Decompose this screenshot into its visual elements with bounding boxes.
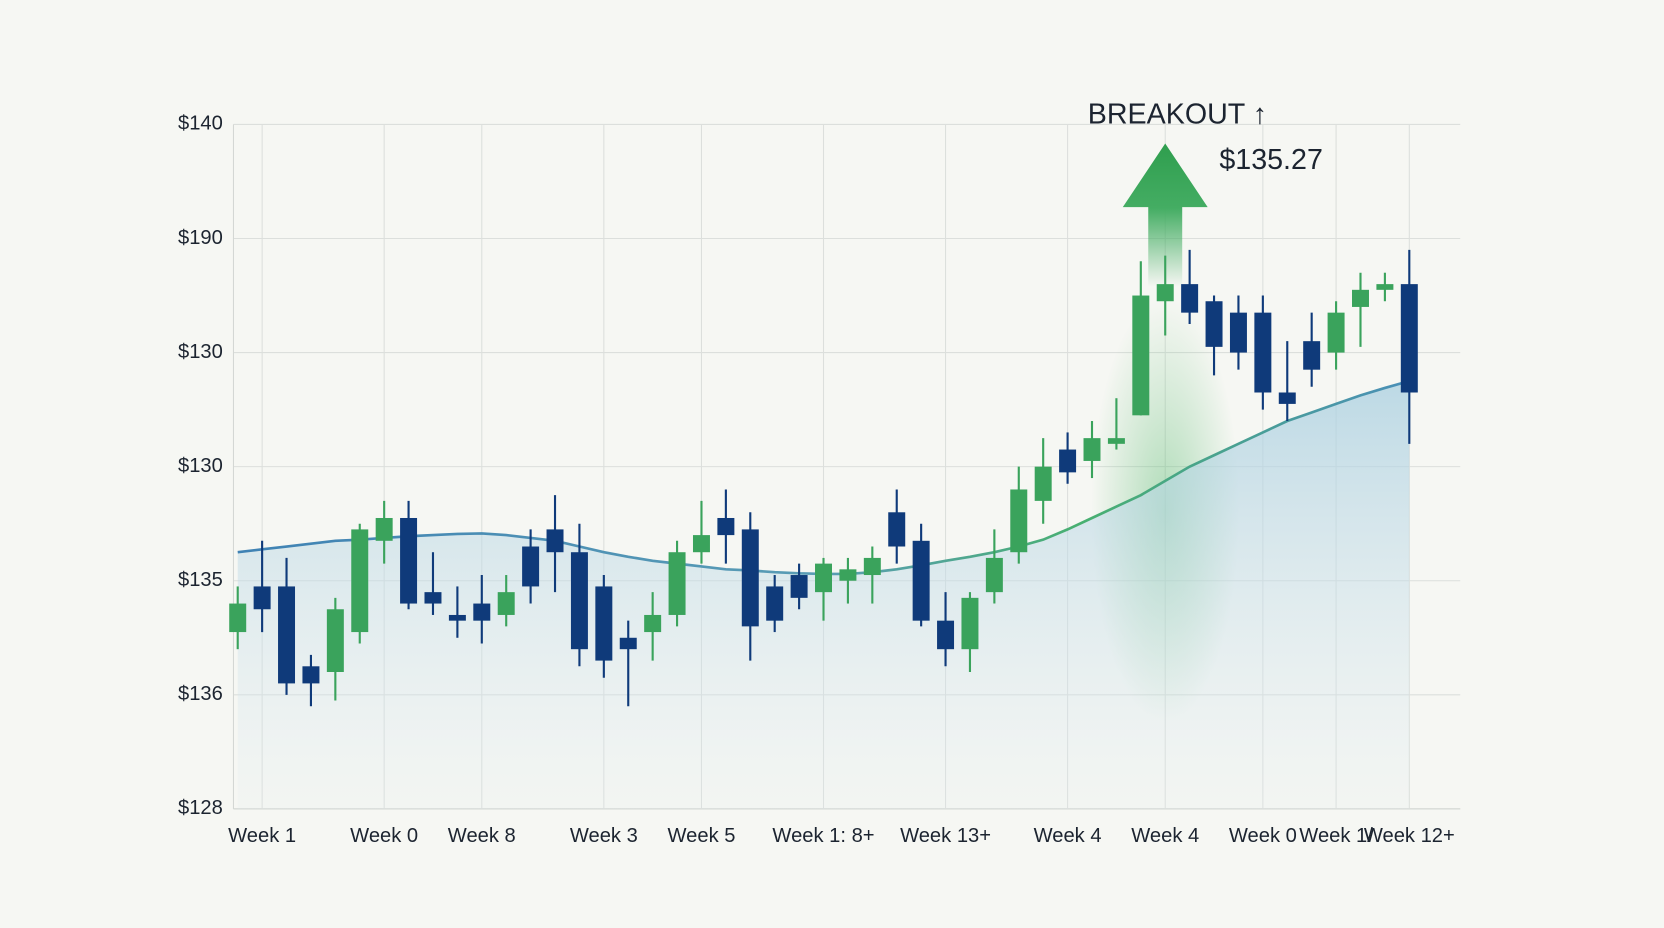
candle-body — [1132, 295, 1150, 416]
candle-body — [497, 592, 515, 615]
candle-body — [1107, 438, 1125, 444]
candle-body — [839, 569, 857, 581]
candle-body — [1376, 284, 1394, 290]
y-tick-label: $130 — [178, 455, 223, 477]
candle-body — [522, 546, 540, 587]
x-tick-label: Week 12+ — [1364, 825, 1455, 847]
candle-body — [351, 529, 369, 633]
candle-body — [1229, 312, 1247, 353]
candle-body — [741, 529, 759, 627]
candle-body — [1400, 284, 1418, 393]
x-tick-label: Week 4 — [1131, 825, 1199, 847]
candle-body — [790, 575, 808, 598]
candle-body — [937, 620, 955, 650]
candle-body — [546, 529, 564, 553]
candle-body — [985, 557, 1003, 593]
candle-body — [1327, 312, 1345, 353]
candle-body — [1034, 466, 1052, 501]
candle-body — [375, 517, 393, 541]
candle-body — [1352, 289, 1369, 307]
x-tick-label: Week 4 — [1034, 825, 1102, 847]
candle-body — [1181, 284, 1199, 313]
candle-body — [1083, 438, 1101, 461]
y-tick-label: $136 — [178, 683, 223, 705]
candle-body — [595, 586, 613, 661]
y-tick-label: $135 — [178, 569, 223, 591]
candle-body — [961, 597, 979, 650]
y-tick-label: $130 — [178, 341, 223, 363]
candle-body — [888, 512, 906, 547]
candle-body — [1156, 284, 1174, 302]
candle-body — [1059, 449, 1077, 473]
candle-body — [912, 540, 930, 621]
candle-body — [400, 517, 418, 604]
breakout-arrow — [1122, 143, 1208, 287]
candle-body — [229, 603, 247, 633]
annotation: $135.27 — [1219, 144, 1323, 176]
candle-body — [424, 592, 442, 604]
x-tick-label: Week 1/ — [1299, 825, 1373, 847]
candle-body — [717, 517, 735, 536]
candle-body — [766, 586, 784, 621]
x-tick-label: Week 1 — [228, 825, 296, 847]
x-tick-label: Week 0 — [1229, 825, 1297, 847]
candle-body — [815, 563, 832, 593]
x-tick-label: Week 3 — [570, 825, 638, 847]
candle-body — [302, 666, 320, 684]
x-tick-label: Week 13+ — [900, 825, 991, 847]
candle-body — [619, 637, 637, 650]
candle-body — [278, 586, 296, 684]
candle-body — [692, 535, 710, 553]
candle-body — [570, 552, 588, 650]
plot: $128 $136 $135 $130 $130 $190 $140 Week 1 Week 0… — [178, 98, 1461, 847]
candle-body — [473, 603, 491, 621]
y-tick-label: $128 — [178, 797, 223, 819]
candle-body — [1010, 489, 1028, 553]
candle-body — [1254, 312, 1272, 393]
x-tick-label: Week 5 — [667, 825, 735, 847]
candle-body — [448, 614, 466, 621]
x-tick-label: Week 0 — [350, 825, 418, 847]
x-tick-label: Week 1: 8+ — [772, 825, 874, 847]
candle-body — [1278, 392, 1296, 404]
candle-body — [253, 586, 271, 610]
annotation: BREAKOUT ↑ — [1088, 98, 1267, 130]
candle-body — [644, 614, 662, 633]
x-tick-label: Week 8 — [448, 825, 516, 847]
candle-body — [668, 552, 686, 615]
y-tick-label: $190 — [178, 227, 223, 249]
candle-body — [863, 557, 881, 576]
candle-body — [1303, 341, 1321, 370]
candle-body — [326, 609, 344, 672]
y-tick-label: $140 — [178, 113, 223, 135]
candle-body — [1205, 301, 1223, 347]
